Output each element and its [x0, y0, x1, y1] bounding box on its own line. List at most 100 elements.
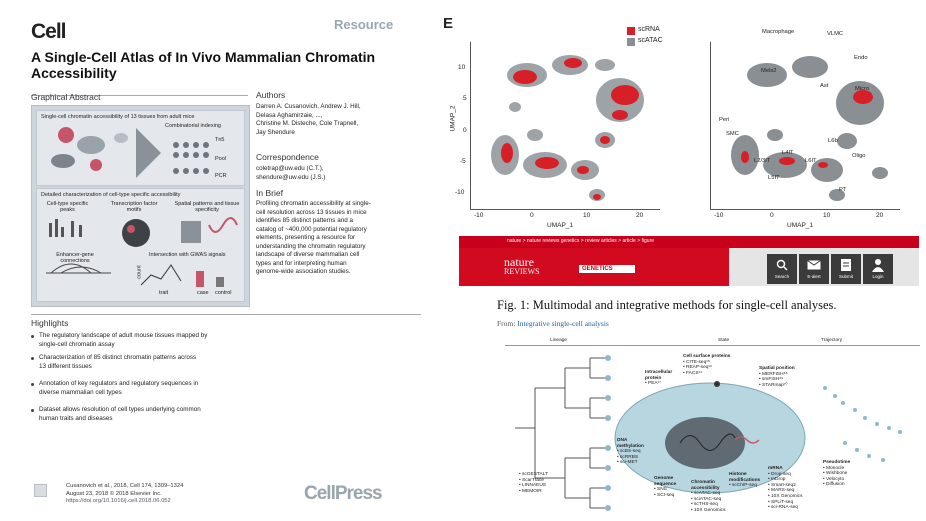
in-brief-line: genome-wide association studies.: [256, 268, 351, 275]
ga-pcr-label: PCR: [215, 173, 227, 179]
diag-line: Histone: [729, 472, 747, 477]
highlight-line: diverse mammalian cell types: [39, 388, 122, 396]
highlight-line: 13 different tissues: [39, 362, 92, 370]
highlight-line: The regulatory landscape of adult mouse …: [39, 332, 208, 339]
diag-line: methylation: [617, 443, 644, 449]
ga-bottom-title: Detailed characterization of cell-type s…: [41, 192, 181, 198]
y-tick-left: 0: [463, 127, 467, 134]
crossmark-icon[interactable]: [34, 484, 47, 497]
breadcrumb-text[interactable]: nature > nature reviews genetics > revie…: [507, 238, 655, 244]
diag-line: • scRRBS: [617, 454, 639, 460]
panel-letter: E: [443, 15, 454, 32]
cluster-label: Micro: [855, 86, 870, 92]
in-brief-line: elements, presenting a resource for: [256, 234, 356, 241]
state-column-header: State: [718, 338, 730, 343]
ga-tn5-label: Tn5: [215, 137, 225, 143]
diag-line: protein: [645, 375, 662, 381]
diag-line: • sciATAC-seq: [691, 496, 722, 502]
search-button[interactable]: Search: [767, 254, 797, 284]
diag-line: DNA: [617, 438, 628, 443]
diag-line: • Drop-seq: [768, 471, 791, 477]
highlight-item: Dataset allows resolution of cell types …: [31, 406, 291, 428]
cluster-label: L6IT: [805, 158, 817, 164]
login-icon: [872, 259, 884, 272]
cluster-label: VLMC: [827, 31, 844, 37]
submit-icon: [841, 259, 851, 271]
y-tick-left: -5: [460, 158, 466, 165]
author-line: Christine M. Disteche, Cole Trapnell,: [256, 120, 359, 127]
search-icon: [776, 259, 788, 271]
email-link[interactable]: shendure@uw.edu (J.S.): [256, 173, 326, 181]
highlights-heading: Highlights: [31, 318, 69, 328]
trajectory-column-header: Trajectory: [821, 338, 843, 343]
cluster-label: L5IT: [768, 175, 780, 181]
y-tick-left: -10: [455, 189, 465, 196]
diag-line: • REAP-seq¹⁶: [683, 365, 712, 371]
diag-line: • scBS-seq: [617, 449, 641, 455]
y-axis-label-left: UMAP_2: [449, 105, 457, 132]
diag-line: • InDrop: [768, 477, 786, 483]
in-brief-line: identifies 85 distinct patterns and a: [256, 217, 353, 224]
in-brief-line: Profiling chromatin accessibility at sin…: [256, 200, 371, 207]
cell-article-page: Cell Resource A Single-Cell Atlas of In …: [0, 0, 430, 521]
y-axis-left: [470, 42, 471, 210]
highlight-line: Characterization of 85 distinct chromati…: [39, 354, 197, 361]
x-axis-label-left: UMAP_1: [547, 222, 574, 229]
ga-celltype-label: Cell-type specific peaks: [46, 201, 89, 213]
diag-line: • CITE-seq¹⁵: [683, 359, 710, 365]
umap-plot-right: [731, 56, 888, 201]
diag-line: • SPLiT-seq: [768, 499, 794, 505]
search-label: Search: [774, 274, 790, 279]
login-button[interactable]: Login: [863, 254, 893, 284]
diag-line: Spatial position: [759, 366, 795, 371]
bullet-icon: [31, 357, 34, 360]
article-title: A Single-Cell Atlas of In Vivo Mammalian…: [31, 49, 391, 81]
doi-link[interactable]: https://doi.org/10.1016/j.cell.2018.06.0…: [66, 498, 171, 504]
diag-line: • scTHS-seq: [691, 502, 718, 508]
article-type-label: Resource: [334, 17, 394, 32]
diag-line: • scChIP-seq: [729, 483, 757, 489]
e-alert-button[interactable]: E-alert: [799, 254, 829, 284]
diag-line: mRNA: [768, 466, 783, 471]
diag-line: • FACS¹⁴: [683, 370, 703, 376]
author-line: Jay Shendure: [256, 128, 295, 136]
author-line: Delasa Aghamirzaie, ...,: [256, 111, 323, 119]
legend-swatch-scatac: [627, 38, 635, 46]
section-label: GENETICS: [579, 265, 635, 273]
diag-line: • smFISH⁶⁹: [759, 377, 784, 383]
login-label: Login: [872, 274, 884, 279]
highlight-item: Annotation of key regulators and regulat…: [31, 380, 291, 406]
from-prefix: From:: [497, 319, 516, 328]
chromatin-accessibility-label: Chromatin accessibility • scATAC-seq • s…: [691, 480, 725, 514]
diag-line: • Wishbone: [823, 471, 848, 477]
ga-control-label: control: [215, 290, 232, 296]
graphical-abstract: Single-cell chromatin accessibility of 1…: [31, 105, 250, 307]
diag-line: • Velocyto: [823, 476, 845, 482]
highlight-line: Dataset allows resolution of cell types …: [39, 406, 201, 413]
figure-source: From: Integrative single-cell analysis: [497, 319, 609, 328]
cluster-label: L2/3IT: [754, 158, 771, 164]
source-article-link[interactable]: Integrative single-cell analysis: [517, 319, 609, 328]
x-tick-left: 10: [583, 212, 591, 219]
cluster-label: L4IT: [782, 150, 794, 156]
ga-tissue-illustration: [51, 127, 209, 178]
surface-proteins-label: Cell surface proteins • CITE-seq¹⁵ • REA…: [683, 354, 730, 376]
diag-line: • MERFISH⁶⁸: [759, 371, 788, 377]
in-brief-line: catalog of ~400,000 potential regulatory: [256, 225, 367, 233]
in-brief-line: types and for interpreting human: [256, 259, 347, 267]
correspondence-emails: coletrap@uw.edu (C.T.), shendure@uw.edu …: [256, 165, 325, 182]
histone-modifications-label: Histone modifications • scChIP-seq: [729, 472, 760, 489]
submit-button[interactable]: Submit: [831, 254, 861, 284]
highlight-line: single-cell chromatin assay: [39, 340, 115, 348]
cluster-label: Endo: [854, 55, 868, 61]
diag-line: • ScarTrace: [519, 477, 544, 483]
bullet-icon: [31, 383, 34, 386]
authors-heading: Authors: [256, 90, 286, 100]
diag-line: • Monocle: [823, 465, 845, 471]
diag-line: • sci-RNA-seq: [768, 505, 798, 511]
diag-line: Pseudotime: [823, 460, 851, 465]
nature-logo[interactable]: nature REVIEWS: [504, 256, 540, 277]
y-axis-right: [710, 42, 711, 210]
email-link[interactable]: coletrap@uw.edu (C.T.),: [256, 165, 324, 172]
diagram-illustration: [515, 355, 902, 511]
